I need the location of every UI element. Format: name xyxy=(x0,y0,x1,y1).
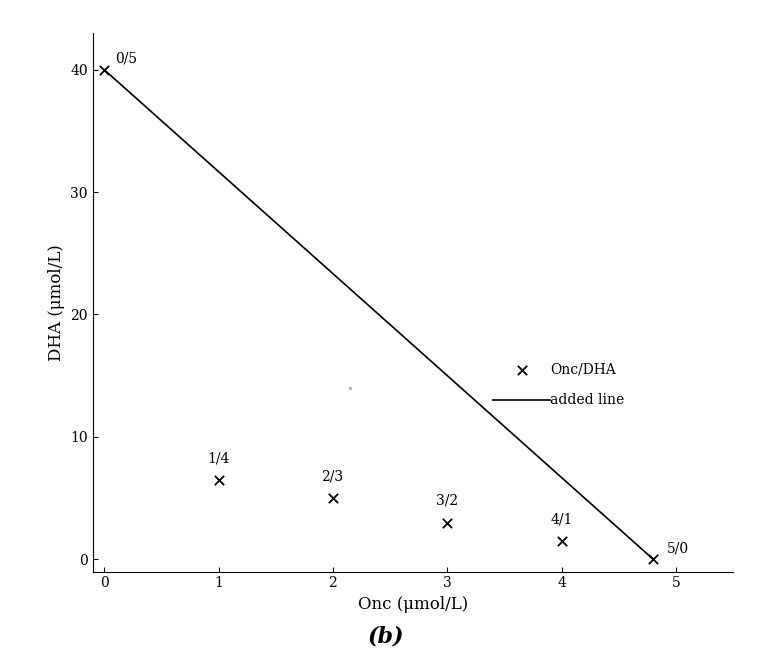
Point xyxy=(327,493,339,503)
Point xyxy=(212,474,225,485)
Point xyxy=(516,364,528,374)
X-axis label: Onc (μmol/L): Onc (μmol/L) xyxy=(358,596,468,613)
Text: (b): (b) xyxy=(367,625,405,647)
Text: Onc/DHA: Onc/DHA xyxy=(550,363,616,376)
Point xyxy=(647,554,659,564)
Text: added line: added line xyxy=(550,393,625,407)
Text: 3/2: 3/2 xyxy=(436,494,458,508)
Text: 4/1: 4/1 xyxy=(550,512,573,526)
Text: 0/5: 0/5 xyxy=(116,52,137,66)
Point xyxy=(98,64,110,75)
Point xyxy=(441,517,453,528)
Text: 1/4: 1/4 xyxy=(207,451,229,465)
Point xyxy=(556,535,568,546)
Text: 2/3: 2/3 xyxy=(321,470,344,484)
Text: 5/0: 5/0 xyxy=(667,541,689,556)
Y-axis label: DHA (μmol/L): DHA (μmol/L) xyxy=(48,244,65,361)
